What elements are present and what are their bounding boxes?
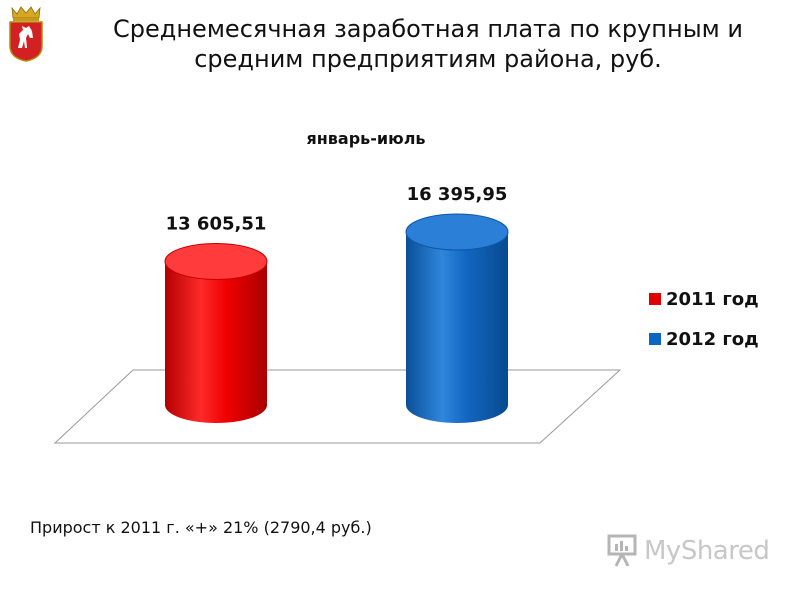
watermark-text: MyShared bbox=[644, 536, 770, 566]
slide-title-line1: Среднемесячная заработная плата по крупн… bbox=[113, 15, 743, 43]
coat-of-arms-emblem bbox=[9, 6, 43, 62]
bar-body-2011-год bbox=[165, 261, 267, 423]
chart-floor bbox=[53, 369, 622, 444]
bar-2012-год bbox=[405, 213, 509, 423]
bar-2011-год bbox=[164, 242, 268, 423]
growth-footnote: Прирост к 2011 г. «+» 21% (2790,4 руб.) bbox=[30, 518, 372, 537]
legend-label-2011-год: 2011 год bbox=[666, 289, 759, 310]
bar-top-2011-год bbox=[164, 242, 268, 280]
slide-title-line2: средним предприятиям района, руб. bbox=[194, 45, 662, 73]
data-label-2011-год: 13 605,51 bbox=[166, 213, 267, 234]
legend-swatch-2011-год bbox=[649, 293, 661, 305]
legend-swatch-2012-год bbox=[649, 333, 661, 345]
presentation-board-icon bbox=[607, 534, 637, 567]
chart-legend: 2011 год 2012 год bbox=[649, 289, 759, 350]
chart-subtitle: январь-июль bbox=[306, 129, 425, 148]
bar-top-2012-год bbox=[405, 213, 509, 251]
data-label-2012-год: 16 395,95 bbox=[407, 184, 508, 205]
slide-title: Среднемесячная заработная плата по крупн… bbox=[108, 14, 748, 74]
watermark-logo: MyShared bbox=[606, 532, 776, 572]
bar-body-2012-год bbox=[406, 232, 508, 423]
legend-label-2012-год: 2012 год bbox=[666, 329, 759, 350]
